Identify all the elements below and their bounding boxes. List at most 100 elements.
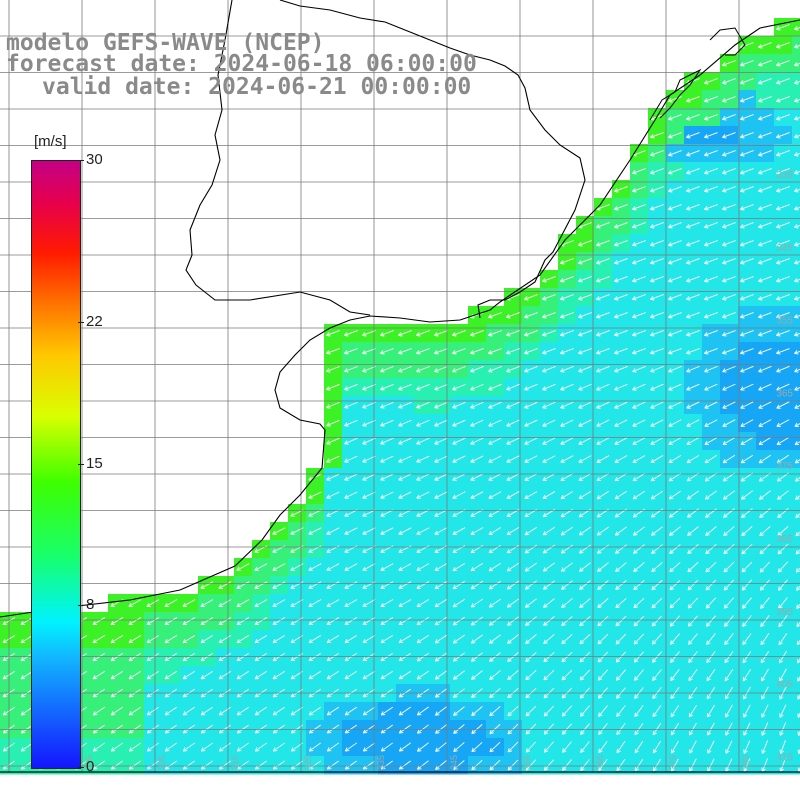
wind-arrow — [200, 670, 214, 680]
wind-arrow — [758, 150, 772, 157]
wind-arrow — [110, 742, 123, 752]
wind-arrow — [506, 312, 520, 319]
wind-arrow — [453, 724, 465, 734]
wind-arrow — [779, 704, 787, 718]
colorbar-tick-mark — [78, 463, 84, 465]
wind-arrow — [614, 437, 628, 445]
wind-arrow — [760, 650, 770, 664]
wind-arrow — [794, 477, 800, 482]
wind-arrow — [470, 562, 484, 572]
wind-arrow — [506, 401, 520, 409]
wind-arrow — [560, 312, 574, 319]
wind-arrow — [722, 348, 736, 355]
wind-arrow — [776, 383, 790, 391]
colorbar-tick-label: 30 — [86, 151, 103, 168]
wind-arrow — [434, 634, 448, 644]
wind-arrow — [778, 650, 788, 664]
wind-arrow — [722, 276, 736, 283]
wind-arrow — [596, 276, 610, 283]
wind-arrow — [560, 330, 574, 337]
wind-arrow — [398, 652, 412, 662]
wind-arrow — [704, 490, 717, 500]
wind-arrow — [561, 616, 573, 627]
wind-arrow — [776, 114, 790, 121]
wind-arrow — [778, 632, 788, 646]
wind-arrow — [92, 742, 105, 752]
wind-arrow — [688, 704, 698, 718]
wind-arrow — [416, 366, 430, 373]
wind-arrow — [616, 723, 626, 736]
wind-arrow — [471, 670, 483, 680]
wind-arrow — [506, 348, 520, 355]
wind-arrow — [470, 419, 484, 427]
wind-arrow — [687, 561, 699, 573]
wind-arrow — [669, 544, 681, 554]
wind-arrow — [470, 598, 484, 608]
wind-arrow — [308, 724, 322, 734]
speed-cell — [792, 702, 800, 721]
wind-arrow — [452, 491, 466, 499]
wind-arrow — [794, 440, 800, 446]
wind-arrow — [741, 543, 753, 555]
wind-arrow — [741, 490, 753, 500]
colorbar-tick-mark — [78, 160, 84, 161]
wind-arrow — [776, 204, 790, 211]
wind-arrow — [758, 454, 772, 464]
wind-arrow — [758, 276, 772, 283]
wind-arrow — [398, 437, 412, 445]
wind-arrow — [380, 652, 394, 662]
wind-arrow — [794, 314, 800, 319]
wind-arrow — [435, 724, 447, 734]
wind-arrow — [542, 473, 556, 481]
wind-arrow — [742, 615, 752, 627]
wind-arrow — [507, 652, 519, 662]
wind-arrow — [776, 24, 790, 31]
wind-arrow — [398, 384, 412, 391]
wind-arrow — [722, 312, 736, 319]
wind-arrow — [794, 332, 800, 337]
wind-arrow — [596, 312, 610, 319]
wind-arrow — [686, 419, 700, 427]
wind-arrow — [182, 652, 196, 662]
wind-arrow — [668, 437, 682, 445]
wind-arrow — [614, 330, 628, 337]
colorbar — [31, 160, 81, 769]
wind-arrow — [200, 706, 214, 716]
wind-arrow — [326, 599, 340, 607]
wind-arrow — [506, 491, 520, 499]
wind-arrow — [434, 419, 448, 427]
wind-arrow — [633, 544, 645, 554]
wind-arrow — [725, 758, 733, 772]
wind-arrow — [506, 366, 520, 373]
wind-arrow — [758, 78, 772, 85]
wind-arrow — [452, 580, 466, 590]
wind-arrow — [506, 580, 519, 590]
wind-arrow — [740, 365, 754, 373]
wind-arrow — [398, 491, 412, 499]
wind-arrow — [740, 60, 754, 67]
wind-arrow — [670, 669, 680, 681]
wind-arrow — [776, 365, 790, 373]
wind-arrow — [597, 651, 609, 663]
wind-arrow — [614, 365, 628, 373]
wind-arrow — [344, 473, 358, 481]
wind-arrow — [380, 670, 394, 680]
wind-arrow — [416, 383, 430, 391]
wind-arrow — [794, 278, 800, 283]
wind-arrow — [506, 437, 520, 445]
wind-arrow — [507, 705, 519, 717]
bottom-axis-label: 325 — [303, 755, 313, 770]
wind-arrow — [706, 633, 716, 645]
wind-arrow — [794, 134, 800, 139]
wind-arrow — [632, 383, 646, 391]
wind-arrow — [452, 652, 465, 662]
wind-arrow — [614, 204, 628, 211]
wind-arrow — [398, 563, 412, 571]
wind-arrow — [776, 96, 790, 103]
wind-arrow — [380, 366, 394, 373]
wind-arrow — [758, 312, 772, 319]
wind-arrow — [633, 633, 645, 645]
wind-arrow — [614, 472, 628, 482]
wind-arrow — [704, 132, 718, 139]
wind-arrow — [434, 348, 448, 355]
